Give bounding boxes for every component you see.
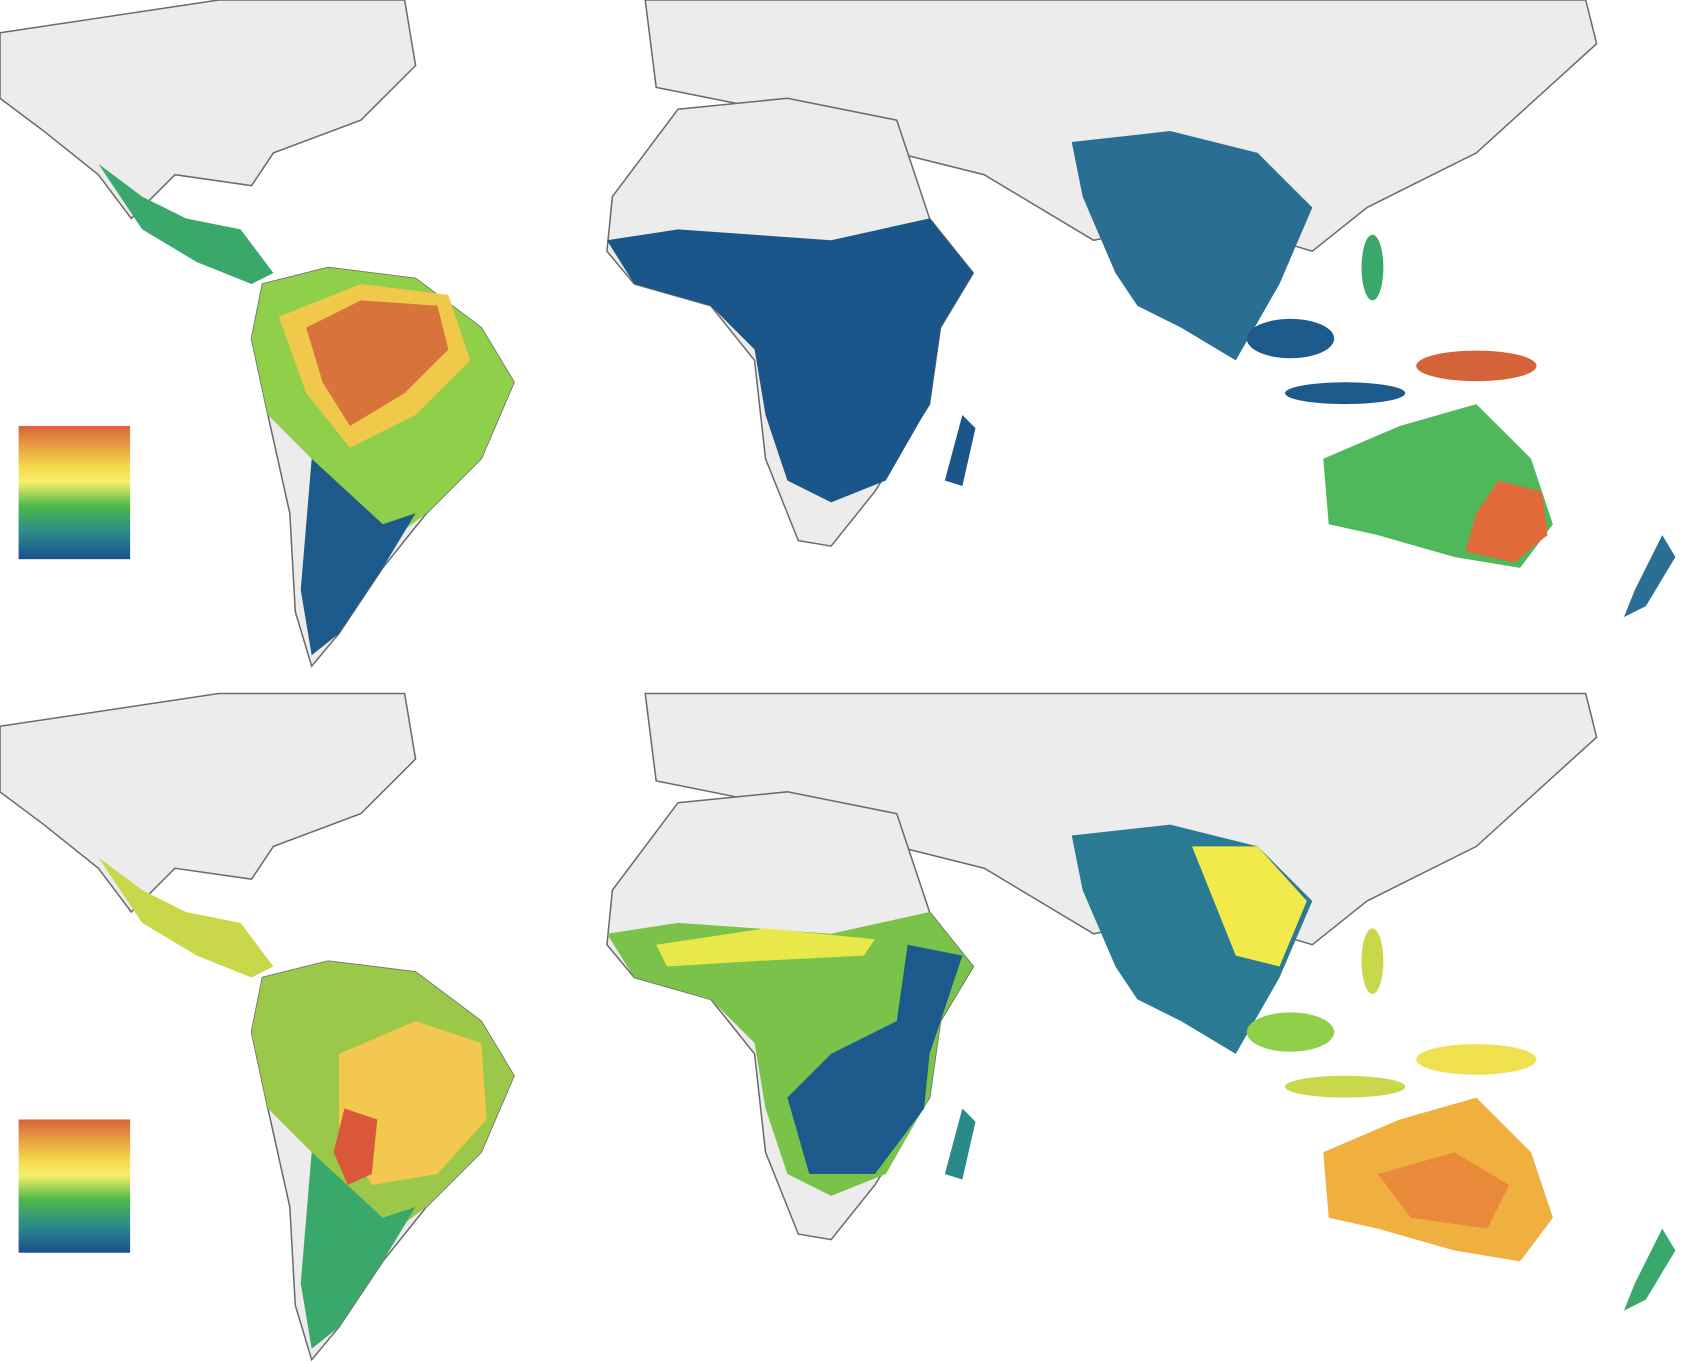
south-america-south-region: [300, 1152, 416, 1349]
madagascar-region: [944, 1108, 976, 1180]
central-america-region: [98, 857, 274, 978]
north-america: [0, 692, 417, 914]
madagascar-region: [944, 415, 976, 487]
australia-hot-region: [1377, 1152, 1510, 1229]
africa-region: [606, 218, 974, 503]
island-region: [1361, 928, 1384, 994]
map-panel-top: [0, 0, 1676, 668]
amazon-hot-region: [306, 300, 449, 426]
legend-color-bar: [18, 1119, 131, 1253]
new-zealand-region: [1623, 535, 1676, 618]
island-region: [1284, 382, 1406, 405]
new-guinea-region: [1416, 1044, 1537, 1075]
australia-hot-region: [1465, 480, 1548, 563]
island-region: [1246, 1012, 1335, 1052]
new-zealand-region: [1623, 1228, 1676, 1311]
central-america-region: [98, 163, 274, 284]
island-region: [1284, 1075, 1406, 1098]
south-america-south-region: [300, 458, 416, 656]
map-panel-bottom: [0, 692, 1676, 1362]
north-america: [0, 0, 417, 220]
south-asia-region: [1071, 131, 1313, 361]
new-guinea-region: [1416, 350, 1537, 382]
legend-color-bar: [18, 425, 131, 560]
island-region: [1361, 234, 1384, 301]
sahel-region: [656, 928, 875, 967]
africa-east-region: [787, 944, 963, 1175]
brazil-region: [339, 1021, 487, 1185]
southeast-asia-region: [1192, 846, 1307, 967]
island-region: [1246, 318, 1335, 359]
chaco-hot-region: [333, 1108, 378, 1185]
